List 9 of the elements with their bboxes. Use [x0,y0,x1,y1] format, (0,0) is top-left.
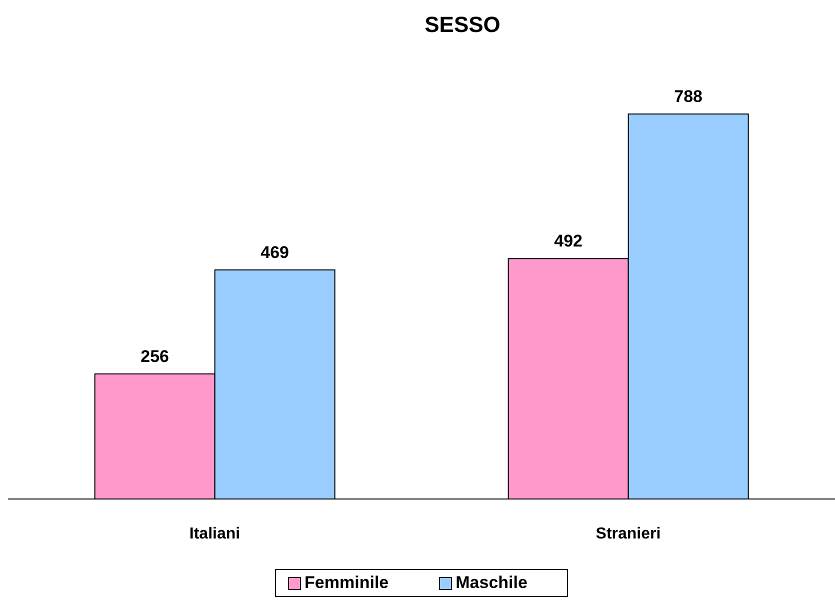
data-label: 469 [260,242,290,262]
data-label: 788 [674,87,703,106]
data-label: 492 [554,232,583,251]
legend-label: Maschile [454,573,528,593]
legend-label: Femminile [304,573,389,593]
x-tick-label: Stranieri [596,525,661,542]
chart-title: SESSO [424,12,502,39]
data-label: 256 [140,346,170,366]
x-tick-label: Italiani [189,525,240,542]
